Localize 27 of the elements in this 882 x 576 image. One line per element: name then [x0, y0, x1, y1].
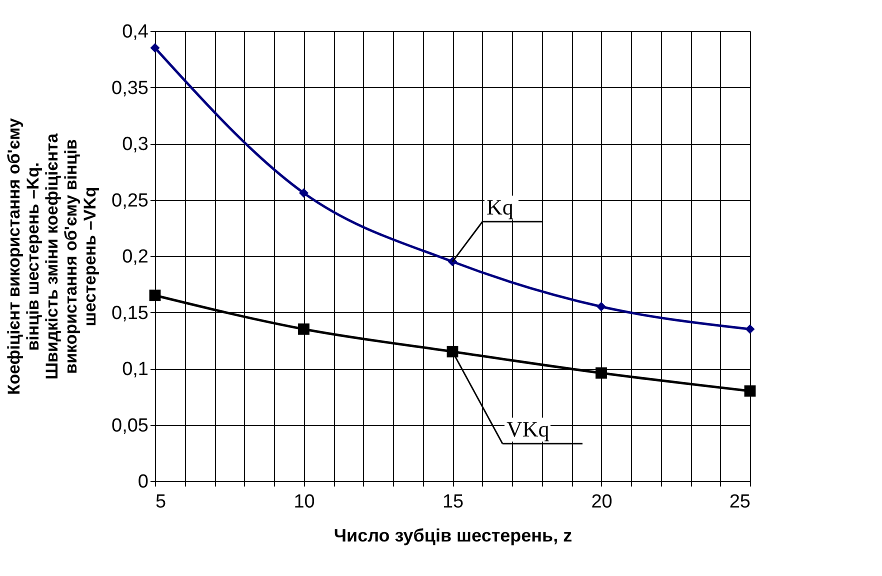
point [299, 188, 308, 198]
y-tick-label: 0,15 [112, 302, 148, 324]
y-tick-label: 0,05 [112, 415, 148, 436]
x-axis-title: Число зубців шестерень, z [334, 526, 572, 546]
point [596, 367, 607, 379]
y-tick-label: 0,2 [122, 246, 148, 268]
point [596, 302, 606, 312]
y-tick-label: 0,25 [112, 190, 148, 212]
point [446, 346, 458, 358]
x-tick-label: 20 [591, 492, 612, 512]
text: VKq [506, 416, 550, 442]
x-tick-label: 10 [294, 492, 315, 512]
y-tick-label: 0,35 [112, 78, 148, 99]
point [150, 43, 160, 53]
y-axis-title: Коефіцієнт використання об'єму вінців шестерень –Kq. Швидкість зміни коефіцієнта використання об'єму вінців шестерень –VKq [4, 118, 100, 395]
y-tick-label: 0,3 [122, 134, 148, 155]
point [298, 323, 310, 335]
y-tick-label: 0 [138, 472, 148, 492]
x-tick-label: 15 [442, 492, 464, 512]
y-tick-label: 0,1 [122, 359, 148, 380]
y-tick-label: 0,4 [122, 22, 149, 42]
point [149, 290, 161, 302]
point [744, 385, 756, 397]
point [745, 324, 755, 334]
text: Kq [486, 194, 514, 220]
x-tick-label: 5 [156, 492, 166, 512]
x-tick-label: 25 [729, 492, 750, 512]
